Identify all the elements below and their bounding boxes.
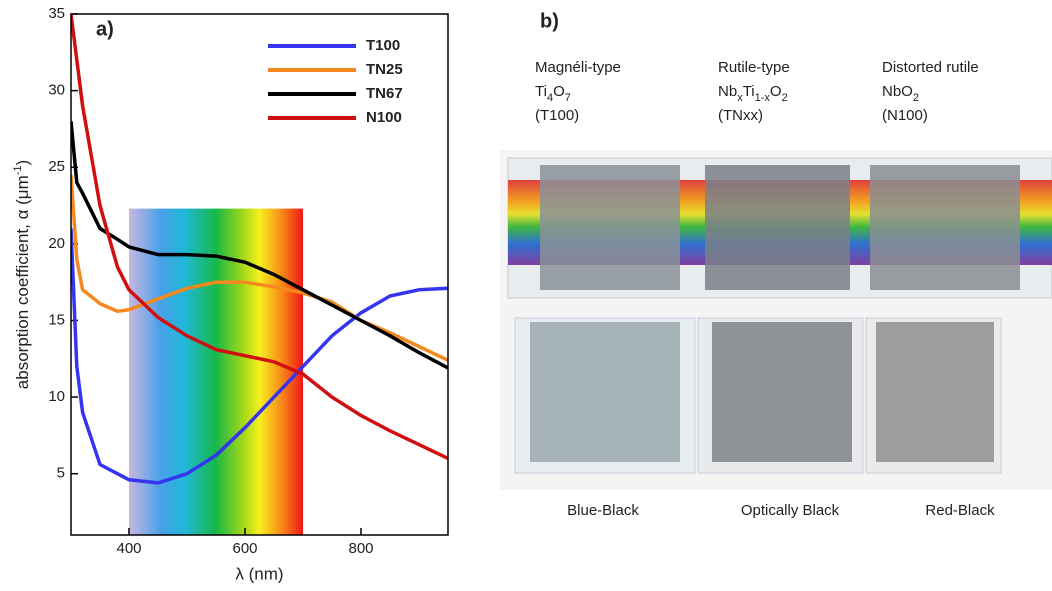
sample-code: (T100) (535, 107, 579, 124)
text-part: Ti (743, 83, 755, 100)
x-tick-label: 400 (116, 540, 141, 557)
plot-lines (71, 14, 448, 485)
film-bottom (530, 322, 680, 462)
text-part: 2 (782, 92, 788, 104)
text-part: -1 (12, 165, 24, 175)
text-part: Nb (718, 83, 737, 100)
legend-label: TN25 (366, 61, 403, 78)
sample-appearance: Red-Black (925, 502, 995, 519)
text-part: 7 (565, 92, 571, 104)
legend-label: TN67 (366, 85, 403, 102)
sample-formula: NbxTi1-xO2 (718, 83, 788, 104)
text-part: O (553, 83, 565, 100)
sample-code: (N100) (882, 107, 928, 124)
y-tick-label: 10 (48, 388, 65, 405)
text-part: 4 (547, 92, 553, 104)
film-top (870, 165, 1020, 290)
legend-label: N100 (366, 109, 402, 126)
legend-label: T100 (366, 37, 400, 54)
sample-formula: NbO2 (882, 83, 919, 104)
text-part: ) (13, 160, 32, 166)
y-axis-label: absorption coefficient, α (μm-1) (12, 160, 33, 389)
x-tick-label: 600 (232, 540, 257, 557)
text-part: absorption coefficient, α (μm (13, 175, 32, 389)
sample-appearance: Blue-Black (567, 502, 639, 519)
text-part: x (737, 92, 743, 104)
sample-appearance: Optically Black (741, 502, 840, 519)
panel-label: b) (540, 10, 559, 32)
text-part: 1-x (755, 92, 771, 104)
visible-spectrum (129, 208, 303, 535)
film-bottom (712, 322, 852, 462)
y-tick-label: 35 (48, 5, 65, 22)
sample-code: (TNxx) (718, 107, 763, 124)
data-line (71, 228, 448, 485)
y-tick-label: 20 (48, 235, 65, 252)
text-part: Ti (535, 83, 547, 100)
film-top (540, 165, 680, 290)
panel-label: a) (96, 18, 114, 40)
y-tick-label: 15 (48, 311, 65, 328)
plot-frame (70, 13, 449, 536)
text-part: O (770, 83, 782, 100)
text-part: NbO (882, 83, 913, 100)
film-top (705, 165, 850, 290)
text-part: 2 (913, 92, 919, 104)
sample-type: Magnéli-type (535, 59, 621, 76)
y-tick-label: 5 (57, 465, 65, 482)
x-tick-label: 800 (348, 540, 373, 557)
y-tick-label: 30 (48, 82, 65, 99)
y-tick-label: 25 (48, 158, 65, 175)
sample-type: Distorted rutile (882, 59, 979, 76)
data-line (71, 121, 448, 370)
x-axis-label: λ (nm) (235, 564, 283, 583)
film-bottom (876, 322, 994, 462)
sample-formula: Ti4O7 (535, 83, 571, 104)
sample-type: Rutile-type (718, 59, 790, 76)
data-line (71, 14, 448, 460)
sample-photo (500, 150, 1052, 490)
